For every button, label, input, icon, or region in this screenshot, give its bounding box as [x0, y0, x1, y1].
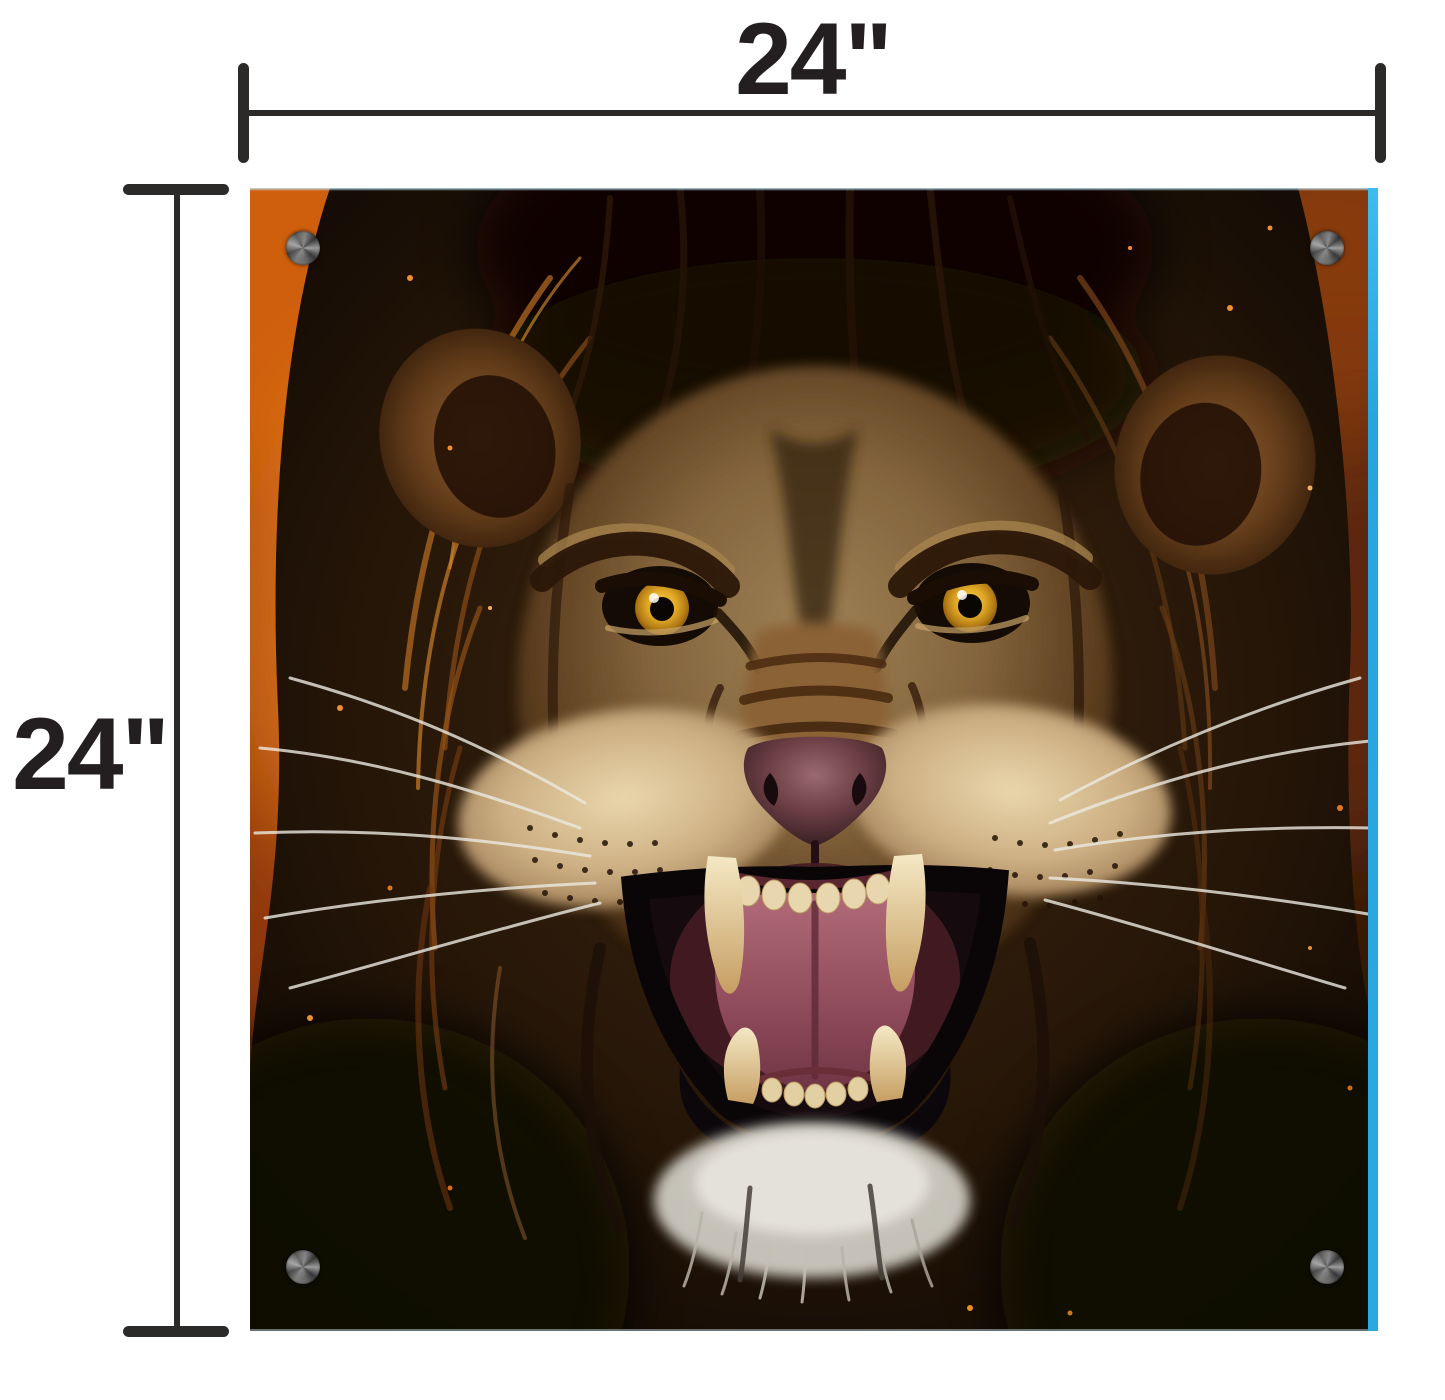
lion-nose [743, 736, 887, 846]
mounting-screw-icon [286, 1250, 320, 1284]
mouth [621, 854, 1010, 1166]
height-dimension-tick-top [123, 184, 229, 195]
upper-fang-right [885, 854, 926, 992]
embers [307, 225, 1353, 1316]
lion-eye-left [595, 566, 727, 646]
chin-beard [654, 1122, 970, 1304]
acrylic-edge-bottom [250, 1329, 1368, 1331]
lion-ear-left [379, 328, 581, 548]
width-dimension-label: 24" [735, 2, 893, 116]
lion-artwork [250, 188, 1378, 1331]
acrylic-edge-accent [1368, 188, 1378, 1331]
height-dimension-tick-bottom [123, 1326, 229, 1337]
mounting-screw-icon [1310, 231, 1344, 265]
mounting-screw-icon [1310, 1250, 1344, 1284]
width-dimension-tick-right [1375, 63, 1386, 163]
muzzle-pads [458, 703, 1172, 908]
whiskers [253, 676, 1375, 990]
lion-eye-right [907, 563, 1039, 643]
lower-fang-left [723, 1027, 761, 1104]
height-dimension-label: 24" [12, 697, 170, 811]
acrylic-edge-top [250, 188, 1368, 191]
width-dimension-line [243, 110, 1381, 116]
lion-ear-right [1114, 355, 1316, 575]
upper-fang-left [704, 856, 745, 994]
lower-fang-right [869, 1025, 907, 1102]
whisker-spots [527, 825, 1123, 908]
brows [530, 520, 1102, 598]
lower-teeth [761, 1076, 869, 1109]
mounting-screw-icon [286, 231, 320, 265]
height-dimension-line [174, 189, 180, 1332]
width-dimension-tick-left [238, 63, 249, 163]
wall-art-poster [250, 188, 1378, 1331]
